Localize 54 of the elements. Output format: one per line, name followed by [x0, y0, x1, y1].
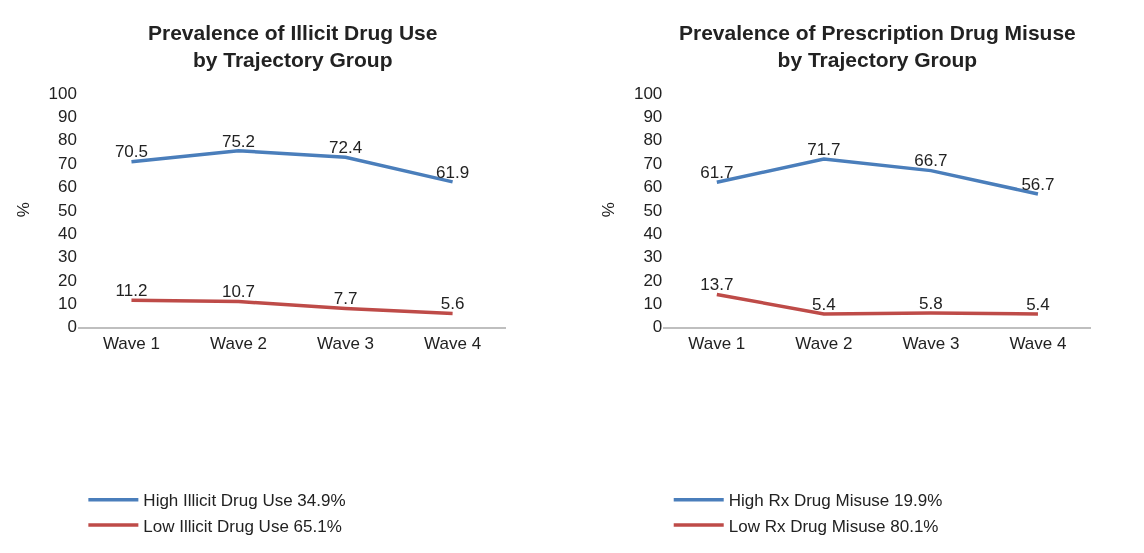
chart-title: Prevalence of Prescription Drug Misuse by Trajectory Group — [679, 21, 1076, 72]
y-tick-label: 20 — [643, 270, 663, 290]
data-label: 61.9 — [436, 162, 470, 182]
x-tick-label: Wave 4 — [424, 333, 482, 353]
y-tick-label: 100 — [48, 83, 77, 103]
x-tick-label: Wave 2 — [795, 333, 853, 353]
y-axis-title: % — [599, 202, 619, 218]
x-tick-label: Wave 1 — [688, 333, 746, 353]
data-label: 5.4 — [1026, 294, 1050, 314]
y-tick-label: 40 — [643, 223, 663, 243]
y-tick-label: 80 — [58, 130, 77, 150]
y-tick-label: 50 — [643, 200, 663, 220]
legend-label: Low Illicit Drug Use 65.1% — [143, 516, 342, 536]
data-label: 13.7 — [700, 275, 734, 295]
y-tick-label: 20 — [58, 270, 77, 290]
x-tick-label: Wave 3 — [902, 333, 960, 353]
data-label: 72.4 — [329, 138, 363, 158]
y-tick-label: 30 — [58, 247, 77, 267]
data-label: 5.4 — [812, 294, 836, 314]
data-label: 10.7 — [221, 282, 256, 302]
data-label: 75.2 — [221, 131, 256, 151]
y-tick-label: 60 — [58, 177, 77, 197]
data-label: 7.7 — [333, 289, 358, 309]
y-tick-label: 10 — [643, 294, 663, 314]
y-tick-label: 70 — [643, 153, 663, 173]
data-label: 5.6 — [440, 294, 465, 314]
y-axis-title: % — [14, 202, 34, 218]
data-label: 61.7 — [700, 163, 734, 183]
data-label: 56.7 — [1021, 174, 1055, 194]
y-tick-label: 70 — [58, 153, 77, 173]
y-tick-label: 10 — [58, 294, 77, 314]
data-label: 11.2 — [115, 281, 148, 301]
x-tick-label: Wave 3 — [317, 333, 375, 353]
y-tick-label: 90 — [58, 107, 77, 127]
data-label: 71.7 — [807, 139, 841, 159]
y-tick-label: 80 — [643, 130, 663, 150]
y-tick-label: 0 — [652, 317, 663, 337]
legend-label: Low Rx Drug Misuse 80.1% — [728, 516, 939, 536]
x-tick-label: Wave 1 — [102, 333, 160, 353]
legend-label: High Illicit Drug Use 34.9% — [143, 491, 346, 511]
y-tick-label: 40 — [58, 223, 77, 243]
x-tick-label: Wave 4 — [1009, 333, 1067, 353]
y-tick-label: 90 — [643, 107, 663, 127]
chart-title: Prevalence of Illicit Drug Use by Trajectory Group — [148, 21, 438, 72]
data-label: 66.7 — [914, 151, 948, 171]
legend-label: High Rx Drug Misuse 19.9% — [728, 491, 943, 511]
y-tick-label: 60 — [643, 177, 663, 197]
data-label: 5.8 — [919, 293, 943, 313]
y-tick-label: 100 — [633, 83, 663, 103]
data-label: 70.5 — [114, 142, 149, 162]
x-tick-label: Wave 2 — [210, 333, 268, 353]
y-tick-label: 30 — [643, 247, 663, 267]
y-tick-label: 50 — [58, 200, 77, 220]
y-tick-label: 0 — [67, 317, 77, 337]
